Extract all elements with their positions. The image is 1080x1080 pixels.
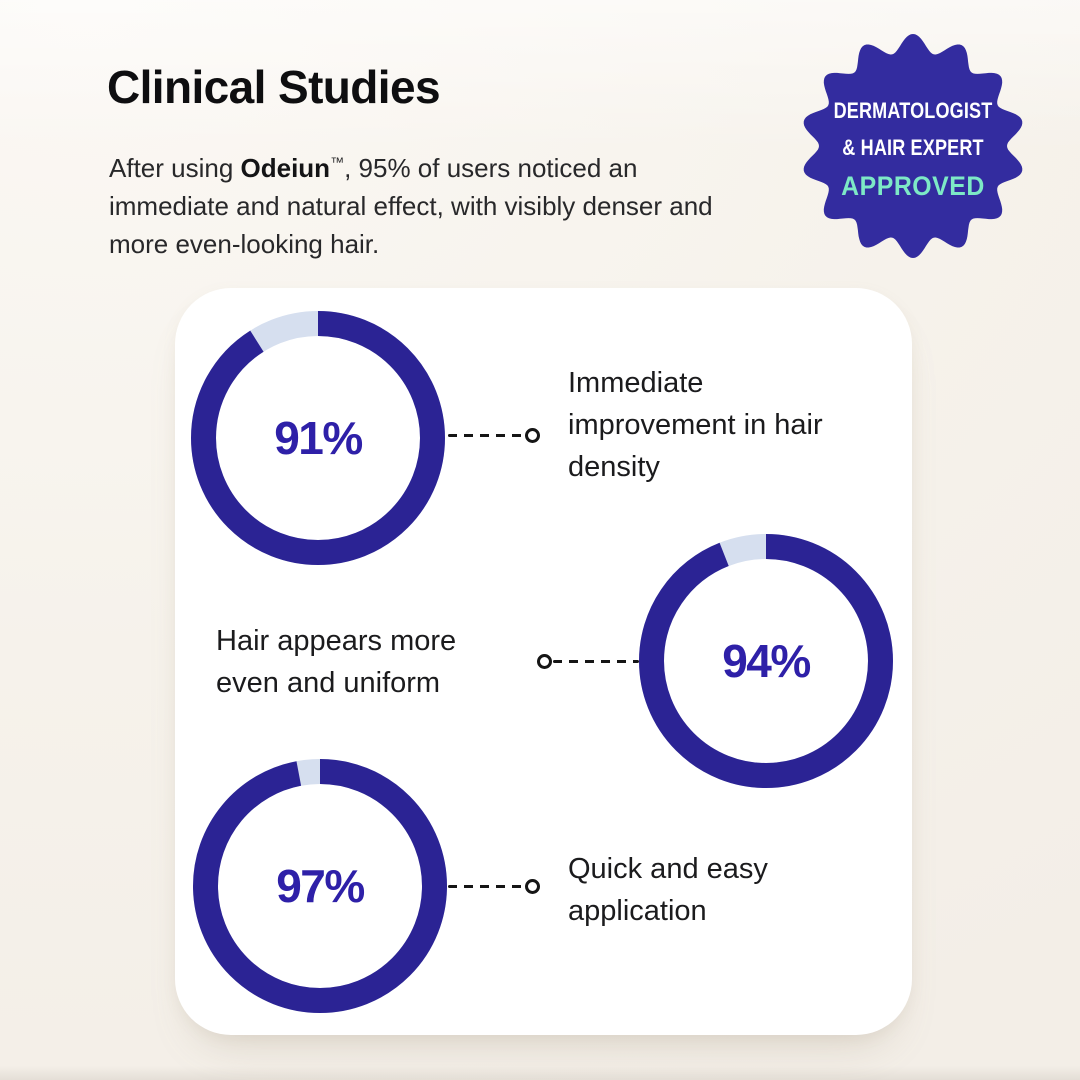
- callout-dashed-line: [448, 434, 522, 437]
- intro-text-suffix: , 95% of users noticed an immediate and …: [109, 153, 713, 259]
- donut-value: 94%: [722, 635, 811, 687]
- donut-value: 97%: [276, 860, 365, 912]
- stat-description: Immediate improvement in hair density: [568, 367, 823, 483]
- donut-ring-icon: [193, 759, 447, 1013]
- stat-description: Quick and easy application: [568, 853, 768, 927]
- callout-dashed-line: [553, 660, 639, 663]
- intro-paragraph: After using Odeiun™, 95% of users notice…: [109, 149, 759, 263]
- callout-dot-icon: [525, 879, 540, 894]
- badge-approved: APPROVED: [841, 171, 985, 201]
- brand-name: Odeiun: [240, 153, 331, 183]
- stats-card: 91% Immediate improvement in hair densit…: [175, 288, 912, 1035]
- donut-chart-application: 97%: [193, 759, 447, 1013]
- stat-description: Hair appears more even and uniform: [216, 625, 457, 699]
- donut-ring-icon: [639, 534, 893, 788]
- donut-chart-density: 91%: [191, 311, 445, 565]
- intro-text-prefix: After using: [109, 153, 241, 183]
- page-title: Clinical Studies: [107, 61, 441, 113]
- badge-seal-icon: [803, 34, 1023, 258]
- approval-badge: DERMATOLOGIST & HAIR EXPERT APPROVED: [800, 33, 1026, 259]
- callout-dot-icon: [537, 654, 552, 669]
- badge-line-hair-expert: & HAIR EXPERT: [842, 135, 984, 160]
- donut-ring-icon: [191, 311, 445, 565]
- callout-dashed-line: [448, 885, 522, 888]
- trademark-symbol: ™: [330, 154, 345, 170]
- badge-seal-path: [803, 34, 1023, 258]
- badge-line-dermatologist: DERMATOLOGIST: [833, 98, 993, 123]
- callout-dot-icon: [525, 428, 540, 443]
- donut-chart-uniformity: 94%: [639, 534, 893, 788]
- donut-value: 91%: [274, 412, 363, 464]
